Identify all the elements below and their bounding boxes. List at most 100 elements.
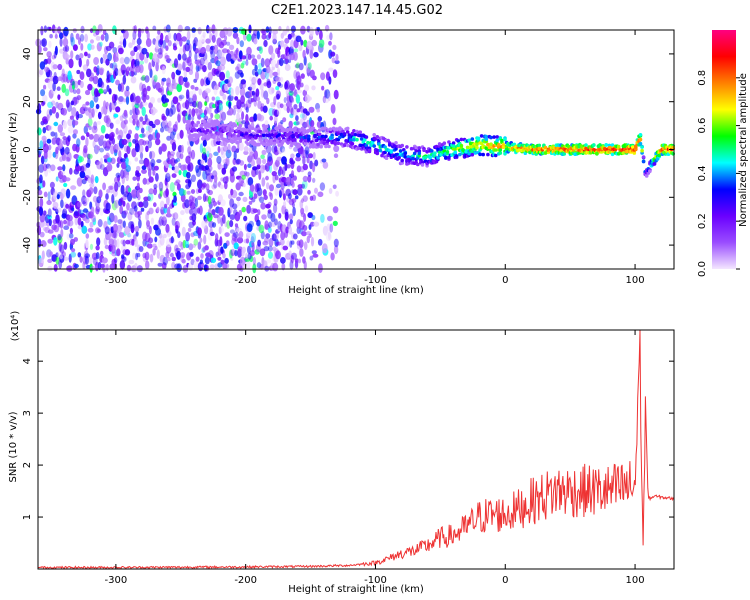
spectrogram-cell [307, 189, 311, 195]
spectrogram-cell [260, 89, 265, 98]
spectrogram-ridge-cell [319, 144, 324, 149]
spectrogram-cell [146, 243, 153, 249]
spectrogram-cell [41, 135, 47, 142]
spectrogram-cell [146, 220, 150, 227]
spectrogram-ridge-cell [275, 140, 280, 144]
spectrogram-cell [232, 32, 239, 39]
spectrogram-cell [100, 250, 104, 257]
spectrogram-ridge-cell [409, 146, 414, 151]
spectrogram-cell [185, 89, 190, 99]
spectrogram-cell [295, 35, 302, 43]
spectrogram-cell [101, 58, 107, 64]
spectrogram-ridge-cell [350, 141, 355, 146]
spectrogram-cell [70, 78, 75, 86]
spectrogram-cell [48, 125, 53, 131]
spectrogram-cell [310, 120, 315, 127]
spectrogram-ridge-cell [289, 128, 294, 132]
spectrogram-ridge-cell [317, 128, 322, 132]
spectrogram-cell [290, 153, 295, 159]
spectrogram-ridge-cell [219, 132, 224, 137]
spectrogram-cell [42, 116, 48, 124]
spectrogram-cell [50, 100, 56, 106]
spectrogram-cell [282, 193, 286, 201]
spectrogram-cell [63, 219, 67, 225]
spectrogram-cell [121, 254, 125, 259]
spectrogram-cell [190, 149, 196, 160]
spectrogram-cell [79, 53, 84, 59]
spectrogram-cell [195, 70, 199, 81]
spectrogram-cell [122, 75, 127, 85]
spectrogram-cell [280, 231, 286, 241]
spectrogram-cell [76, 177, 83, 187]
spectrogram-cell [197, 195, 202, 201]
spectrogram-cell [155, 62, 159, 72]
spectrogram-cell [174, 220, 180, 230]
spectrogram-cell [113, 257, 118, 264]
snr-y-tick-label: 2 [22, 462, 33, 468]
spectrogram-cell [178, 95, 183, 101]
spectrogram-cell [241, 55, 247, 60]
spectrogram-cell [39, 174, 43, 184]
spectrogram-cell [71, 207, 75, 212]
spectrogram-ridge-cell [213, 126, 218, 131]
spectrogram-cell [309, 255, 314, 261]
snr-y-tick-label: 1 [22, 514, 33, 520]
spectrogram-cell [140, 76, 146, 81]
spectrogram-cell [89, 221, 94, 228]
spectrogram-cell [87, 43, 92, 51]
spectrogram-cell [261, 149, 267, 156]
spectrogram-ridge-cell [355, 137, 359, 142]
spectrogram-cell [61, 68, 65, 77]
spectrogram-cell [45, 163, 51, 169]
spectrogram-cell [159, 187, 163, 197]
spectrogram-cell [85, 137, 89, 147]
spectrogram-cell [46, 114, 50, 122]
spectrogram-cell [207, 208, 212, 218]
spectrogram-cell [256, 30, 260, 40]
spectrogram-cell [148, 225, 152, 235]
spectrogram-cell [172, 212, 179, 220]
spectrogram-cell [228, 107, 234, 116]
spectrogram-cell [276, 93, 280, 100]
spectrogram-cell [314, 187, 318, 194]
spectrogram-cell [167, 256, 171, 262]
spectrogram-cell [124, 226, 131, 235]
spectrogram-cell [200, 46, 207, 55]
spectrogram-cell [332, 220, 338, 227]
spectrogram-cell [192, 101, 197, 108]
spectrogram-cell [112, 239, 118, 248]
spectrogram-cell [76, 95, 82, 101]
spectrogram-cell [130, 223, 135, 234]
spectrogram-cell [311, 39, 318, 47]
spectrogram-cell [49, 34, 53, 39]
spectrogram-x-ticks: -300 -200 -100 0 100 [105, 30, 645, 286]
spectrogram-cell [272, 29, 278, 35]
spectrogram-cell [187, 146, 192, 154]
spectrogram-cell [282, 29, 288, 36]
spectrogram-cell [188, 97, 194, 105]
spectrogram-cell [166, 206, 171, 216]
spectrogram-cell [39, 140, 44, 149]
spectrogram-ridge-cell [425, 149, 429, 154]
spectrogram-cell [284, 208, 289, 217]
spectrogram-cell [311, 250, 317, 255]
spectrogram-cell [88, 125, 92, 130]
spectrogram-cell [103, 89, 107, 95]
spectrogram-cell [100, 157, 103, 166]
spectrogram-cell [155, 82, 161, 91]
spectrogram-cell [202, 182, 207, 188]
spectrogram-cell [267, 227, 272, 233]
spectrogram-cell [85, 168, 91, 178]
spectrogram-cell [67, 135, 71, 142]
spectrogram-cell [59, 48, 65, 54]
spectrogram-cell [135, 125, 140, 131]
spectrogram-cell [270, 212, 276, 223]
spectrogram-cell [266, 78, 271, 86]
spectrogram-cell [171, 173, 177, 179]
spectrogram-cell [184, 99, 190, 110]
spectrogram-cell [128, 42, 133, 49]
spectrogram-cell [236, 196, 241, 202]
spectrogram-ridge-cell [414, 145, 419, 150]
spectrogram-cell [307, 171, 312, 177]
spectrogram-cell [239, 141, 244, 151]
